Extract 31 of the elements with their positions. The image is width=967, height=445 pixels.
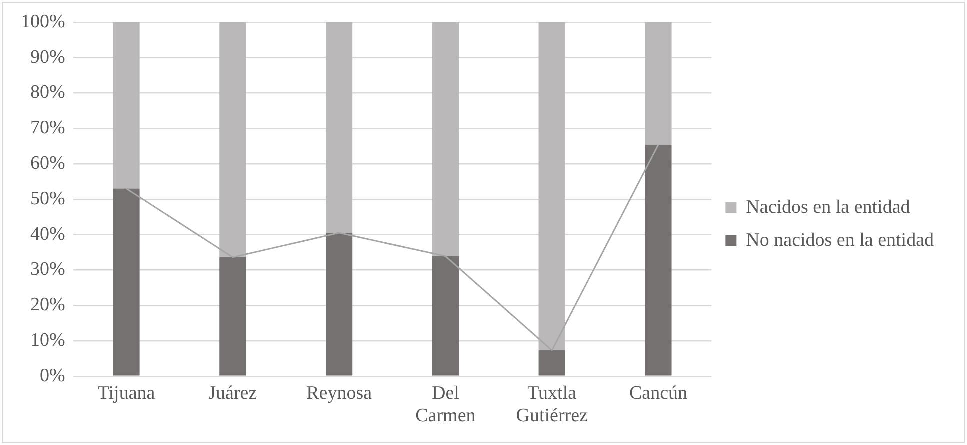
y-tick-label: 80% (30, 82, 66, 104)
y-tick-label: 90% (30, 46, 66, 68)
bar (538, 350, 566, 376)
x-tick-label: Tuxtla Gutiérrez (516, 382, 588, 427)
bar (432, 22, 459, 256)
bar (432, 256, 459, 376)
y-tick-label: 20% (30, 294, 66, 316)
y-tick-label: 0% (40, 365, 66, 386)
bar (220, 257, 246, 376)
y-tick-label: 100% (21, 11, 66, 32)
legend-label: No nacidos en la entidad (746, 230, 934, 251)
x-tick-label: Reynosa (306, 382, 373, 404)
y-tick-label: 50% (30, 188, 66, 210)
bar (113, 188, 140, 376)
legend-label: Nacidos en la entidad (746, 196, 911, 218)
y-tick-label: 60% (30, 152, 66, 174)
bar (538, 22, 566, 351)
bar (326, 233, 353, 376)
bar (326, 22, 353, 234)
x-tick-label: Juárez (208, 382, 258, 404)
y-tick-label: 30% (30, 259, 66, 280)
y-tick-label: 10% (30, 330, 66, 351)
x-tick-label: Del Carmen (416, 382, 476, 427)
bar (113, 22, 140, 189)
bar (645, 22, 672, 145)
bar (645, 144, 672, 376)
y-tick-label: 40% (30, 224, 66, 245)
y-tick-label: 70% (30, 118, 66, 139)
x-tick-label: Cancún (629, 382, 688, 404)
x-tick-label: Tijuana (98, 382, 156, 404)
bar (220, 22, 246, 258)
